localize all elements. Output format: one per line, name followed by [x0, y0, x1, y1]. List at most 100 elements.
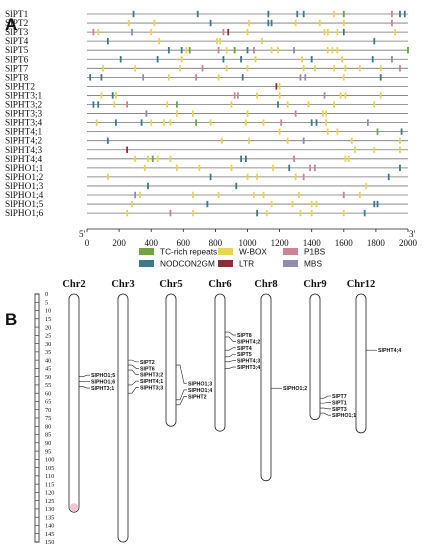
legend-label: LTR: [239, 259, 254, 269]
x-tick-label: 800: [209, 238, 223, 248]
cis-element-mark: [387, 173, 390, 181]
cis-element-mark: [307, 101, 310, 108]
chromosome: Chr12 SlPHT4;4: [347, 279, 401, 434]
cis-element-mark: [318, 19, 321, 27]
cis-element-mark: [325, 110, 328, 117]
gene-row: SlPHT4;3: [5, 146, 408, 156]
gene-row: SlPHT3;1: [5, 91, 408, 101]
gene-position-label: SlPHO1;4: [188, 388, 212, 394]
gene-label: SlPHO1;5: [5, 200, 44, 210]
cis-element-mark: [169, 155, 172, 162]
cis-element-mark: [297, 191, 300, 199]
cis-element-mark: [371, 56, 374, 63]
ruler-tick-label: 35: [45, 349, 51, 356]
chromosome-name: Chr8: [254, 279, 277, 290]
legend-item: W-BOX: [218, 247, 267, 257]
cis-element-mark: [280, 119, 283, 126]
gene-row: SlPHT4;4: [5, 155, 408, 165]
cis-element-mark: [336, 28, 339, 36]
cis-element-mark: [97, 101, 100, 108]
gene-position-label: SlPHO1;6: [91, 380, 115, 386]
ruler-tick-label: 120: [45, 490, 54, 497]
gene-connector: [225, 366, 236, 369]
cis-element-mark: [391, 10, 393, 18]
cis-element-mark: [246, 110, 249, 117]
ruler-tick-label: 100: [45, 457, 54, 464]
gene-position-label: SlPHT2: [188, 394, 207, 400]
chromosome-body: [68, 293, 80, 513]
gene-position-label: SlPHT3;2: [140, 373, 163, 379]
ruler-tick-label: 60: [45, 390, 51, 397]
cis-element-mark: [220, 137, 223, 144]
cis-element-mark: [275, 83, 278, 90]
cis-element-mark: [246, 173, 249, 181]
three-prime-label: 3': [409, 229, 416, 239]
cis-element-mark: [169, 119, 172, 126]
ruler-tick-label: 0: [45, 291, 48, 298]
cis-element-mark: [342, 191, 345, 199]
cis-element-mark: [267, 10, 270, 18]
cis-element-mark: [248, 19, 251, 27]
cis-element-mark: [156, 155, 159, 162]
gene-row: SlPHT3;2: [5, 101, 408, 111]
cis-element-mark: [302, 137, 305, 144]
cis-element-mark: [244, 155, 247, 162]
chromosome: Chr8 SlPHO1;2: [254, 279, 307, 482]
cis-element-mark: [267, 19, 270, 27]
gene-rows: SlPT1SlPT2SlPT3SlPT4SlPT5SlPT6SlPT7SlPT8…: [5, 10, 409, 219]
cis-element-mark: [132, 10, 135, 18]
cis-element-mark: [288, 164, 291, 172]
gene-label: SlPT5: [5, 46, 29, 56]
cis-element-mark: [326, 128, 329, 135]
cis-element-mark: [175, 164, 178, 172]
ruler-tick-label: 110: [45, 473, 54, 480]
gene-label: SlPT4: [5, 37, 29, 47]
gene-position-label: SlPHO1;3: [188, 381, 212, 387]
gene-position-label: SlPHT4;2: [237, 339, 260, 345]
cis-element-mark: [169, 209, 172, 217]
ruler-tick-label: 30: [45, 341, 51, 348]
cis-element-mark: [407, 47, 409, 54]
cis-element-mark: [323, 92, 326, 99]
cis-element-mark: [240, 56, 242, 63]
gene-row: SlPT5: [5, 46, 409, 56]
gene-connector: [128, 364, 139, 369]
cis-element-mark: [143, 164, 146, 172]
gene-connector: [128, 380, 139, 386]
cis-element-mark: [379, 92, 382, 99]
cis-element-mark: [322, 110, 324, 117]
cis-element-mark: [391, 56, 393, 63]
x-tick-label: 1000: [239, 238, 258, 248]
x-tick-label: 400: [144, 238, 158, 248]
cis-element-mark: [339, 92, 342, 99]
cis-element-mark: [309, 164, 311, 172]
gene-label: SlPHO1;4: [5, 191, 44, 201]
cis-element-mark: [336, 47, 339, 54]
gene-row: SlPHO1;2: [5, 173, 408, 183]
cis-element-mark: [241, 74, 244, 81]
cis-element-mark: [350, 137, 353, 144]
cis-element-mark: [95, 119, 98, 126]
cis-element-mark: [150, 28, 153, 36]
gene-connector: [79, 374, 90, 377]
cis-element-mark: [192, 110, 194, 117]
legend-item: MBS: [283, 259, 322, 269]
chromosome-tip-mark: [70, 503, 78, 512]
cis-element-mark: [278, 92, 281, 99]
cis-element-mark: [293, 155, 295, 162]
gene-connector: [128, 359, 139, 363]
cis-element-mark: [294, 110, 297, 117]
cis-element-mark: [314, 164, 316, 172]
cis-element-mark: [373, 146, 376, 153]
chromosome-name: Chr9: [303, 279, 326, 290]
gene-connector: [176, 395, 187, 406]
gene-row: SlPHT4;2: [5, 137, 408, 147]
cis-element-mark: [246, 28, 249, 36]
ruler-tick-label: 55: [45, 382, 51, 389]
gene-label: SlPHT4;2: [5, 137, 43, 147]
cis-element-mark: [163, 119, 165, 126]
cis-element-mark: [233, 47, 236, 54]
cis-element-mark: [373, 200, 376, 208]
gene-connector: [225, 336, 236, 342]
cis-element-mark: [140, 119, 143, 126]
